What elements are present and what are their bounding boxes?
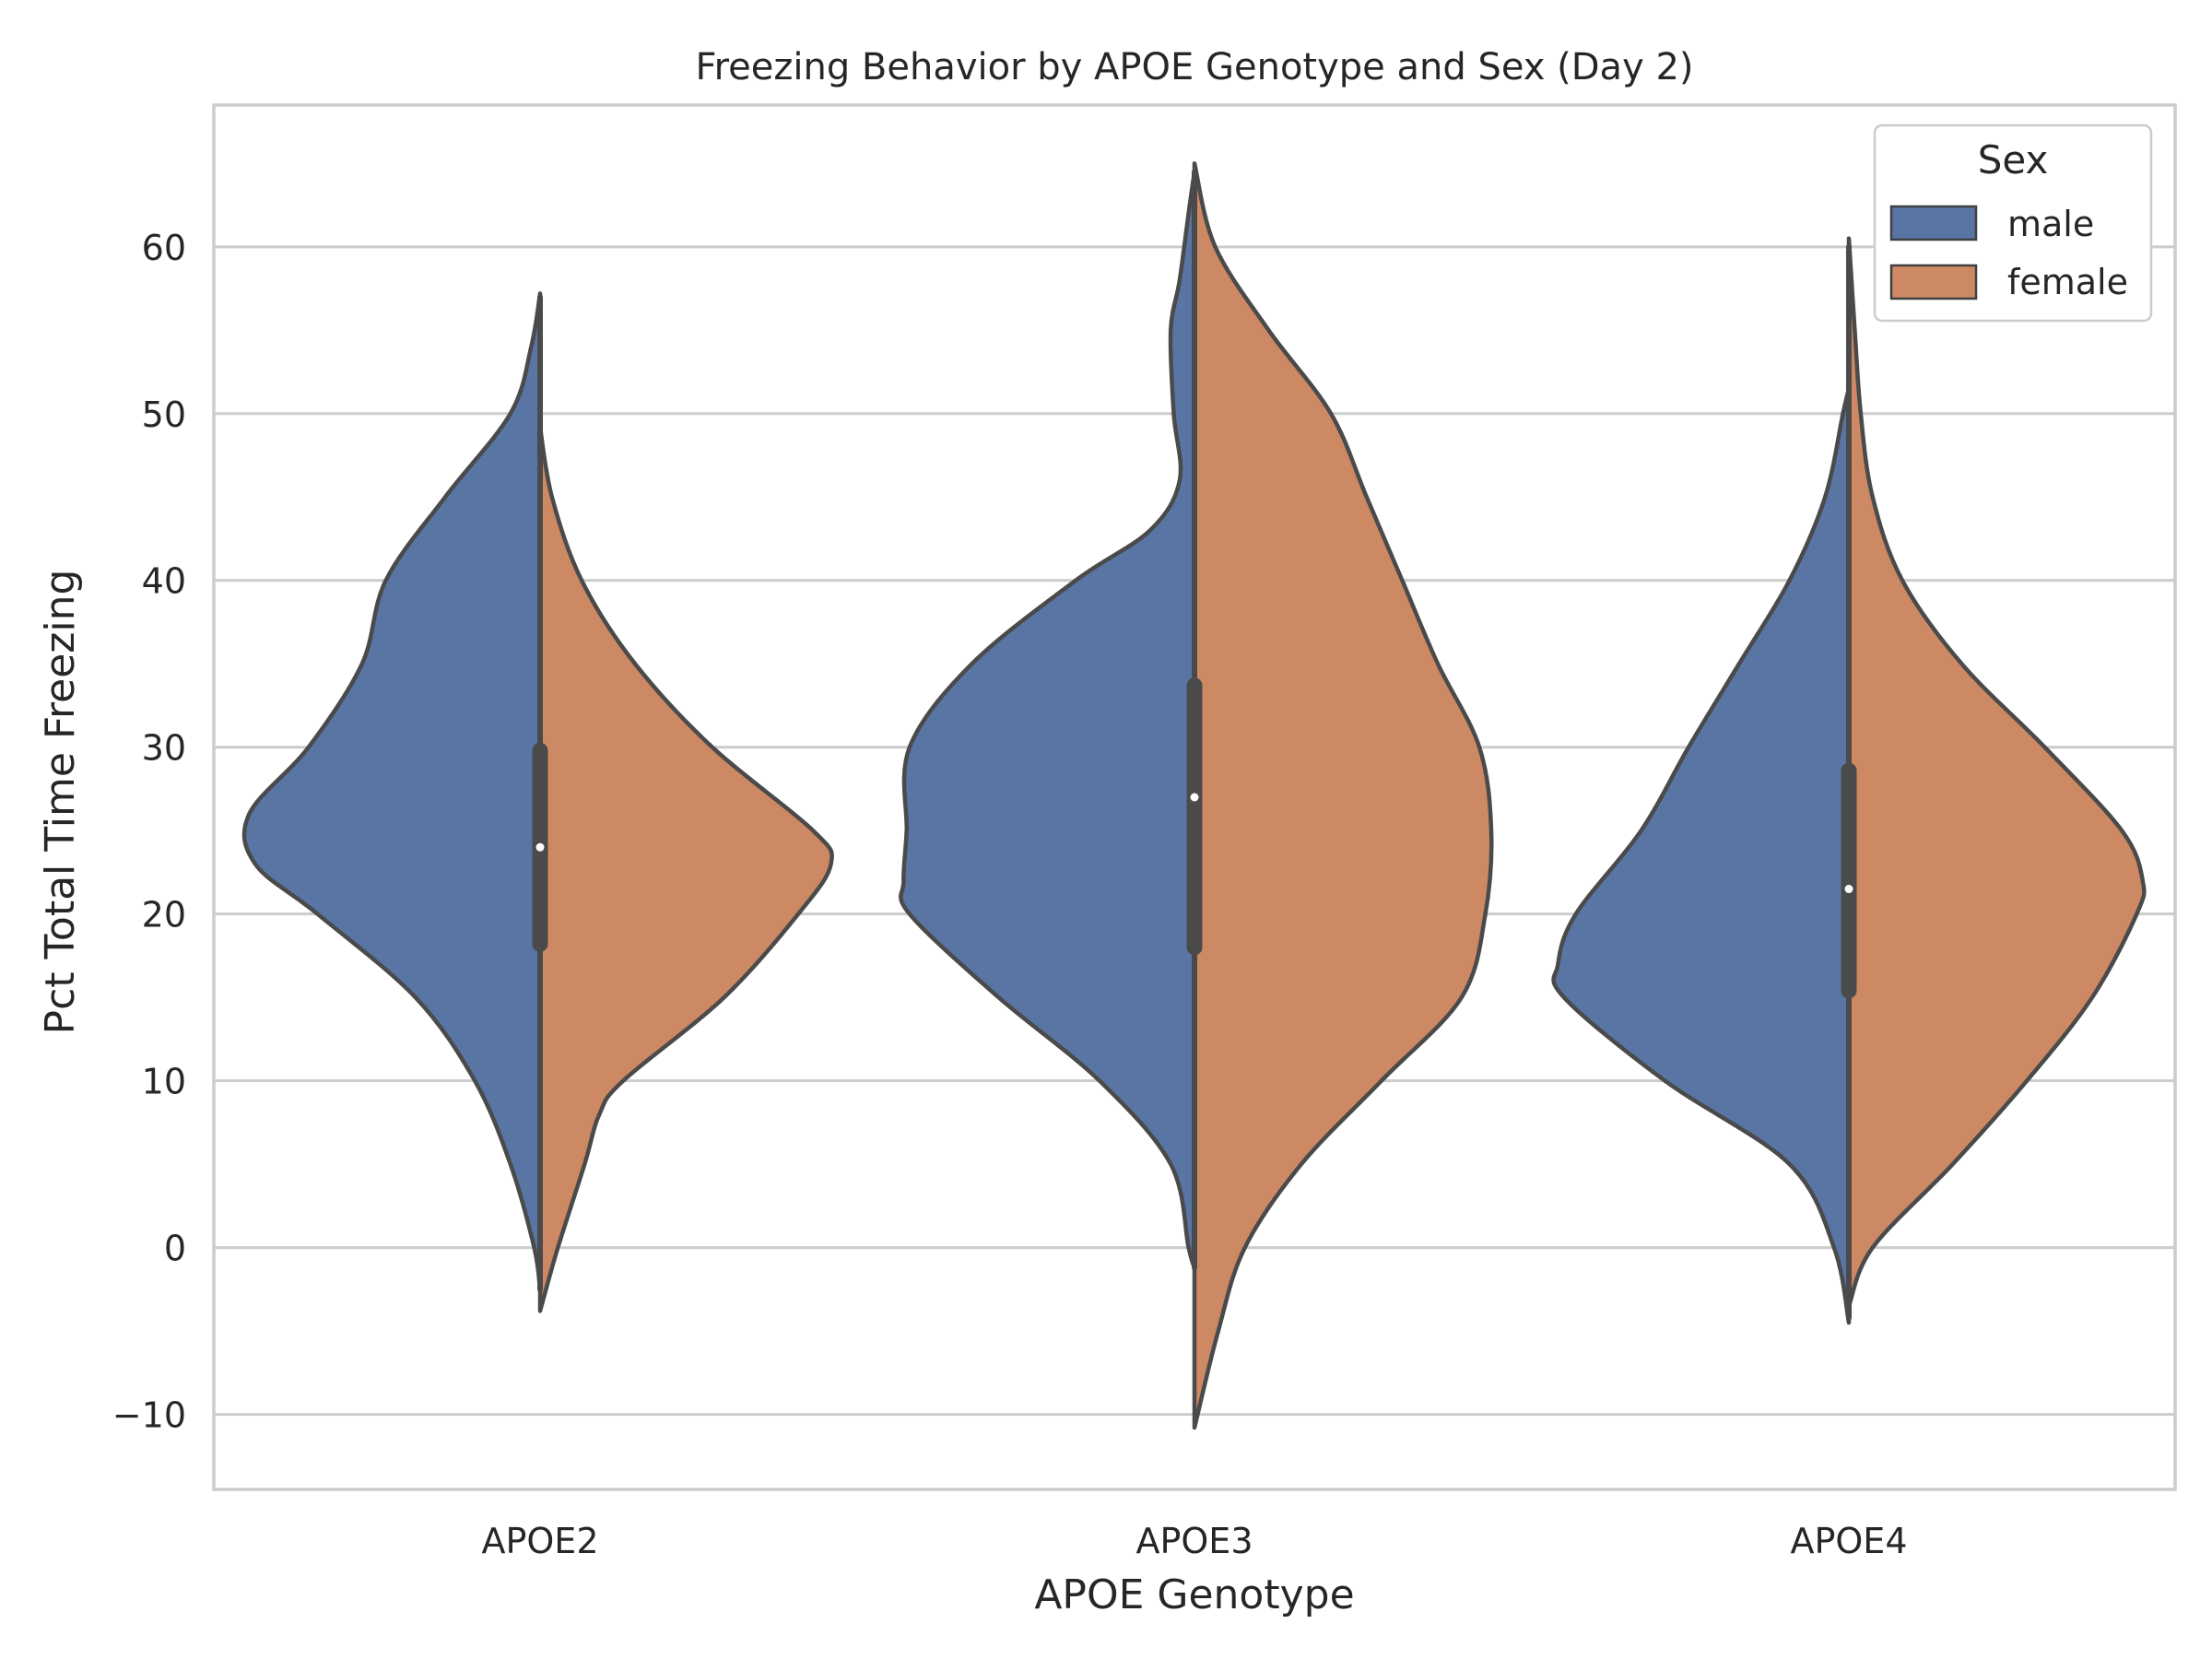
y-tick-label: 60	[142, 228, 186, 268]
y-tick-label: 30	[142, 728, 186, 769]
legend-swatch-male	[1889, 205, 1978, 241]
plot-frame	[212, 103, 2177, 1491]
violin-female-apoe3	[1192, 161, 1494, 1430]
legend: Sex male female	[1873, 124, 2153, 323]
y-tick-label: 20	[142, 895, 186, 935]
median-dot-apoe3	[1190, 793, 1199, 802]
y-tick-labels: −10 0 10 20 30 40 50 60	[112, 228, 186, 1436]
y-tick-label: 10	[142, 1062, 186, 1102]
median-dot-apoe4	[1844, 885, 1853, 894]
y-tick-label: −10	[112, 1395, 186, 1436]
violin-male-apoe3	[899, 170, 1197, 1270]
y-tick-label: 40	[142, 561, 186, 602]
x-axis-label: APOE Genotype	[1034, 1571, 1354, 1618]
y-axis-label: Pct Total Time Freezing	[37, 570, 84, 1035]
violin-male-apoe2	[241, 291, 543, 1292]
y-tick-label: 0	[164, 1229, 186, 1269]
legend-label-female: female	[2007, 262, 2128, 302]
violin-female-apoe4	[1846, 236, 2147, 1309]
legend-label-male: male	[2007, 204, 2094, 244]
x-tick-label: APOE2	[481, 1521, 598, 1561]
inner-boxes	[532, 169, 1857, 1321]
legend-swatch-female	[1889, 264, 1978, 300]
violin-male-apoe4	[1551, 386, 1852, 1325]
x-tick-label: APOE3	[1135, 1521, 1253, 1561]
violins	[241, 161, 2147, 1430]
x-tick-labels: APOE2 APOE3 APOE4	[481, 1521, 1907, 1561]
y-tick-label: 50	[142, 394, 186, 435]
chart-title: Freezing Behavior by APOE Genotype and S…	[695, 46, 1693, 88]
median-dot-apoe2	[535, 842, 545, 852]
legend-title: Sex	[1978, 137, 2049, 182]
violin-female-apoe2	[537, 425, 834, 1313]
x-tick-label: APOE4	[1790, 1521, 1907, 1561]
